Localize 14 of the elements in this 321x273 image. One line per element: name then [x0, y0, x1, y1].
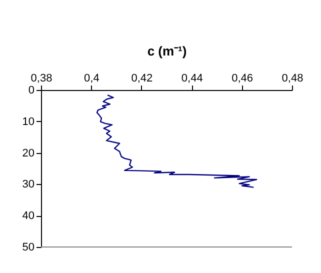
- y-tick-label: 50: [22, 242, 34, 254]
- x-tick-label: 0,44: [181, 72, 203, 84]
- x-tick-label: 0,4: [84, 72, 100, 84]
- x-tick-label: 0,46: [232, 72, 254, 84]
- line-series: [96, 94, 258, 188]
- y-tick-label: 0: [28, 84, 34, 96]
- x-axis-title: c (m⁻¹): [147, 44, 187, 58]
- y-tick-label: 20: [22, 147, 34, 160]
- x-tick-label: 0,48: [282, 72, 304, 84]
- y-tick-label: 30: [22, 178, 34, 191]
- y-tick-label: 10: [22, 116, 34, 128]
- x-tick-label: 0,38: [30, 72, 52, 84]
- x-tick-label: 0,42: [131, 72, 153, 84]
- y-tick-label: 40: [22, 210, 34, 222]
